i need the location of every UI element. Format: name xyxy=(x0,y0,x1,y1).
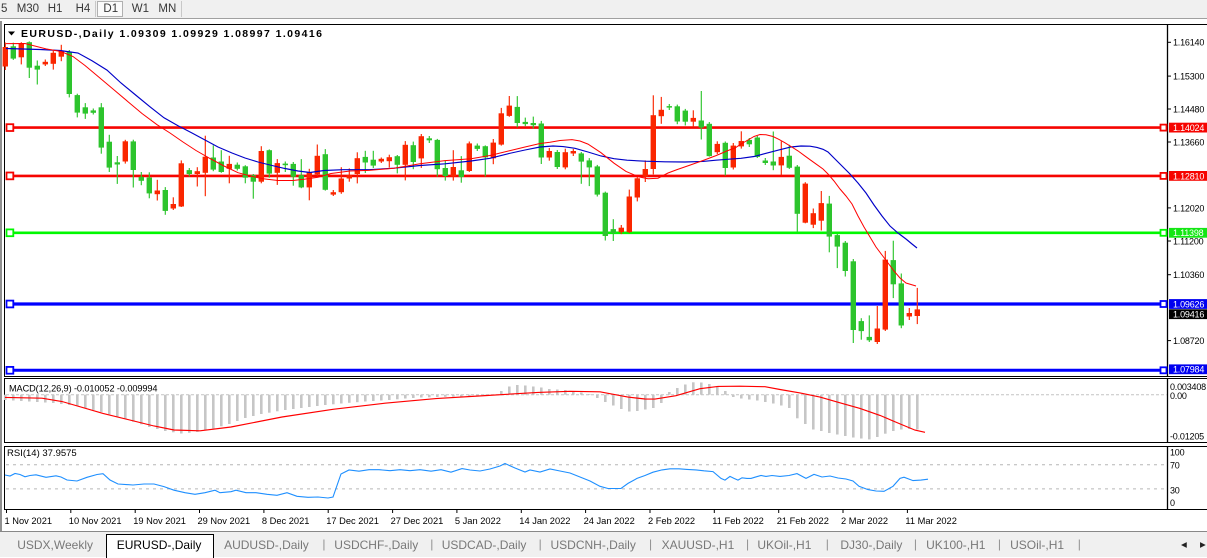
svg-text:8 Dec 2021: 8 Dec 2021 xyxy=(262,516,310,526)
svg-text:17 Dec 2021: 17 Dec 2021 xyxy=(326,516,379,526)
svg-text:29 Nov 2021: 29 Nov 2021 xyxy=(198,516,251,526)
svg-text:0: 0 xyxy=(1170,498,1175,508)
svg-text:1.09626: 1.09626 xyxy=(1173,299,1204,309)
svg-text:1 Nov 2021: 1 Nov 2021 xyxy=(5,516,53,526)
svg-text:30: 30 xyxy=(1170,485,1180,495)
svg-text:1.07984: 1.07984 xyxy=(1173,365,1204,375)
svg-text:21 Feb 2022: 21 Feb 2022 xyxy=(777,516,829,526)
svg-text:0.00: 0.00 xyxy=(1170,391,1187,401)
svg-text:1.16140: 1.16140 xyxy=(1173,38,1204,48)
svg-text:19 Nov 2021: 19 Nov 2021 xyxy=(133,516,186,526)
svg-text:1.09416: 1.09416 xyxy=(1173,310,1204,320)
svg-text:-0.01205: -0.01205 xyxy=(1170,432,1204,442)
svg-text:11 Feb 2022: 11 Feb 2022 xyxy=(712,516,764,526)
svg-text:2 Feb 2022: 2 Feb 2022 xyxy=(648,516,695,526)
svg-text:EURUSD-,Daily 1.09309 1.09929: EURUSD-,Daily 1.09309 1.09929 1.08997 1.… xyxy=(21,28,323,40)
svg-text:MACD(12,26,9) -0.010052 -0.009: MACD(12,26,9) -0.010052 -0.009994 xyxy=(9,384,157,394)
svg-text:1.12810: 1.12810 xyxy=(1173,171,1204,181)
svg-text:70: 70 xyxy=(1170,461,1180,471)
svg-text:1.13660: 1.13660 xyxy=(1173,137,1204,147)
svg-text:1.08720: 1.08720 xyxy=(1173,336,1204,346)
svg-text:1.14024: 1.14024 xyxy=(1173,123,1204,133)
svg-text:24 Jan 2022: 24 Jan 2022 xyxy=(584,516,635,526)
svg-text:14 Jan 2022: 14 Jan 2022 xyxy=(519,516,570,526)
svg-text:27 Dec 2021: 27 Dec 2021 xyxy=(391,516,444,526)
svg-text:1.12020: 1.12020 xyxy=(1173,203,1204,213)
svg-text:11 Mar 2022: 11 Mar 2022 xyxy=(905,516,957,526)
svg-text:10 Nov 2021: 10 Nov 2021 xyxy=(69,516,122,526)
svg-text:1.10360: 1.10360 xyxy=(1173,270,1204,280)
svg-text:100: 100 xyxy=(1170,447,1185,457)
svg-text:2 Mar 2022: 2 Mar 2022 xyxy=(841,516,888,526)
svg-text:1.11398: 1.11398 xyxy=(1173,228,1204,238)
svg-text:RSI(14) 37.9575: RSI(14) 37.9575 xyxy=(7,448,77,459)
svg-text:1.15300: 1.15300 xyxy=(1173,72,1204,82)
svg-text:5 Jan 2022: 5 Jan 2022 xyxy=(455,516,501,526)
svg-text:1.14480: 1.14480 xyxy=(1173,104,1204,114)
